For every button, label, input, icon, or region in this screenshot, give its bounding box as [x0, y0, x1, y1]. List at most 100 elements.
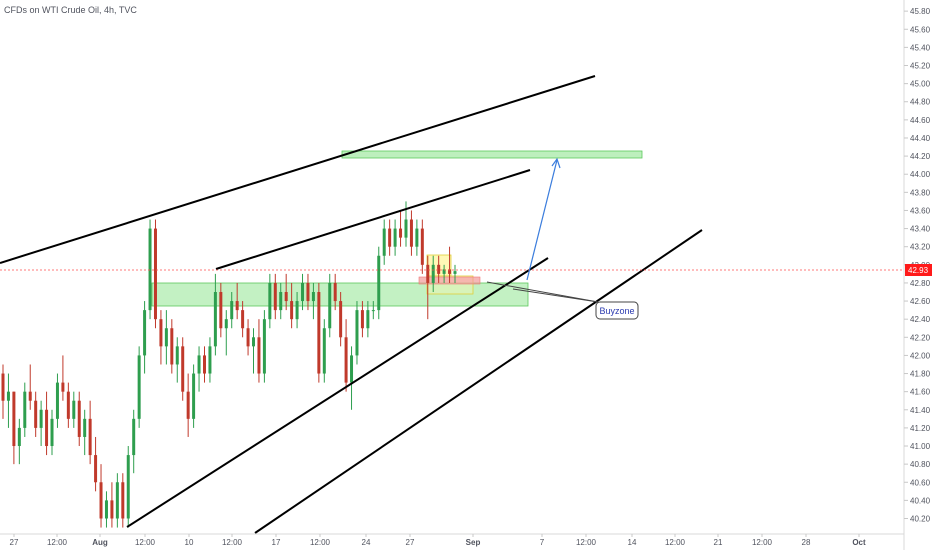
candle[interactable] [104, 491, 108, 528]
candle[interactable] [72, 391, 76, 428]
candle[interactable] [181, 337, 185, 401]
candle[interactable] [262, 310, 266, 383]
buyzone-callout[interactable]: Buyzone [595, 301, 639, 320]
candle[interactable] [164, 310, 168, 365]
candle[interactable] [284, 273, 288, 311]
candle[interactable] [431, 255, 435, 292]
candle[interactable] [213, 273, 217, 356]
candle[interactable] [268, 273, 272, 329]
upper-channel-line[interactable] [0, 75, 596, 264]
y-tick-label: 45.60 [910, 25, 931, 34]
candle[interactable] [371, 301, 375, 320]
candle[interactable] [442, 264, 446, 283]
candle[interactable] [339, 292, 343, 347]
candle[interactable] [66, 382, 70, 428]
candle[interactable] [202, 346, 206, 383]
candle[interactable] [23, 382, 27, 437]
candle[interactable] [39, 400, 43, 447]
candle[interactable] [290, 282, 294, 329]
candle-body [252, 337, 256, 347]
candle[interactable] [137, 346, 141, 428]
candle[interactable] [306, 273, 310, 311]
candle[interactable] [246, 319, 250, 356]
candle[interactable] [279, 282, 283, 320]
candle[interactable] [28, 364, 32, 410]
candle[interactable] [224, 310, 228, 356]
candle[interactable] [311, 282, 315, 320]
candle-body [355, 310, 359, 356]
candle[interactable] [197, 346, 201, 392]
candle[interactable] [12, 391, 16, 465]
candle[interactable] [377, 246, 381, 320]
candle[interactable] [192, 364, 196, 428]
candle[interactable] [360, 301, 364, 338]
candle[interactable] [94, 436, 98, 492]
candle[interactable] [132, 409, 136, 474]
candle[interactable] [61, 355, 65, 401]
candle[interactable] [235, 282, 239, 320]
candle[interactable] [110, 482, 114, 528]
candle[interactable] [388, 219, 392, 256]
candle[interactable] [437, 255, 441, 283]
candle[interactable] [409, 210, 413, 256]
candle[interactable] [143, 301, 147, 374]
candles-layer [1, 201, 457, 528]
candle[interactable] [415, 219, 419, 256]
candle[interactable] [45, 391, 49, 456]
candle[interactable] [6, 373, 10, 428]
candle[interactable] [153, 219, 157, 329]
candle[interactable] [420, 219, 424, 274]
x-tick-label: 7 [540, 538, 545, 547]
candle[interactable] [55, 373, 59, 428]
candle[interactable] [252, 328, 256, 374]
candle[interactable] [295, 292, 299, 329]
candle[interactable] [344, 319, 348, 392]
lower-channel-line-1[interactable] [126, 257, 549, 528]
candle[interactable] [241, 301, 245, 338]
candle-body [333, 282, 337, 302]
lower-channel-line-2[interactable] [254, 229, 703, 534]
candle[interactable] [99, 464, 103, 528]
candle[interactable] [350, 346, 354, 410]
candle[interactable] [230, 292, 234, 329]
candle[interactable] [426, 255, 430, 320]
candle[interactable] [17, 418, 21, 465]
candle[interactable] [399, 210, 403, 247]
candle[interactable] [175, 337, 179, 383]
candle[interactable] [328, 273, 332, 338]
candle[interactable] [50, 409, 54, 456]
candle[interactable] [382, 219, 386, 265]
candle[interactable] [126, 446, 130, 528]
candle[interactable] [366, 301, 370, 338]
candle[interactable] [115, 473, 119, 528]
candle[interactable] [393, 219, 397, 256]
candle[interactable] [148, 219, 152, 320]
candle[interactable] [257, 319, 261, 383]
candle-body [17, 427, 21, 447]
candle[interactable] [88, 400, 92, 465]
candle[interactable] [1, 364, 5, 419]
y-axis: 40.20 40.40 40.60 40.80 41.00 41.20 41.40 41.60… [903, 0, 931, 550]
candle[interactable] [317, 282, 321, 383]
projection-arrow[interactable] [526, 159, 558, 281]
candle[interactable] [170, 319, 174, 374]
candle[interactable] [453, 264, 457, 283]
candle[interactable] [219, 282, 223, 338]
target-zone[interactable] [341, 150, 643, 159]
candle[interactable] [273, 273, 277, 320]
candle[interactable] [83, 409, 87, 456]
candle[interactable] [322, 319, 326, 383]
candle[interactable] [355, 301, 359, 365]
candle[interactable] [301, 273, 305, 311]
candle[interactable] [77, 391, 81, 447]
candle[interactable] [159, 310, 163, 365]
candle[interactable] [186, 373, 190, 437]
candle[interactable] [34, 391, 38, 437]
candle[interactable] [448, 246, 452, 283]
candle[interactable] [208, 337, 212, 383]
inner-channel-line[interactable] [215, 169, 531, 270]
candle[interactable] [121, 473, 125, 528]
y-tick-label: 40.20 [910, 515, 931, 524]
candle[interactable] [333, 273, 337, 311]
y-tick-label: 42.80 [910, 279, 931, 288]
